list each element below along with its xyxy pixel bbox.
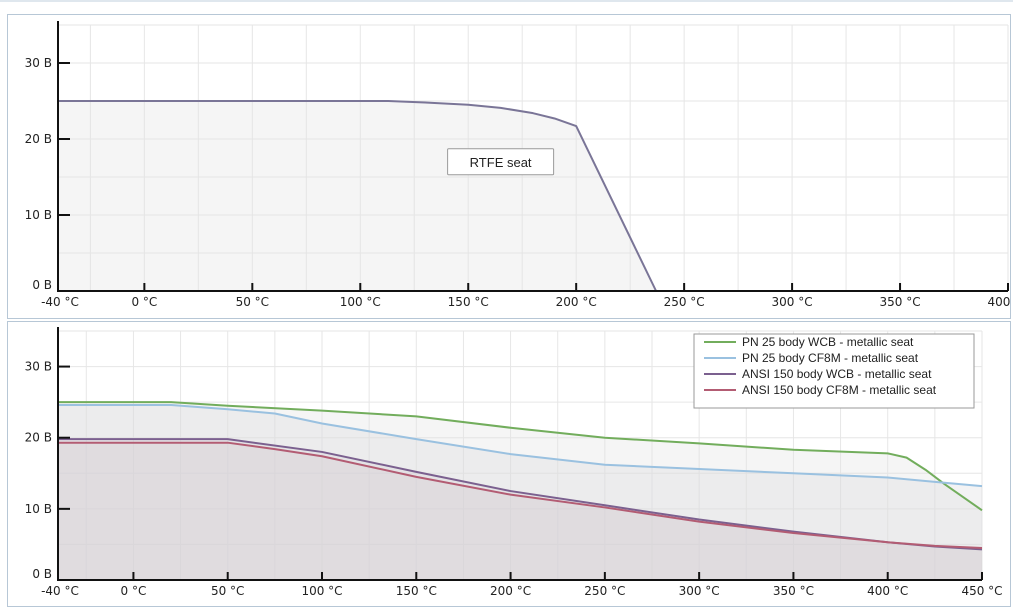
chart1-annotation-box [447,148,555,176]
chart2-legend-label: PN 25 body WCB - metallic seat [742,335,914,349]
chart2-x-tick-label: 200 °C [490,584,531,598]
chart1-annotation-label: RTFE seat [470,155,532,170]
metallic-seat-chart: 0 B 10 B 20 B 30 B -40 °C 0 °C 50 °C 100 °C 150 … [25,327,1003,598]
chart2-x-tick-label: -40 °C [41,584,79,598]
chart2-series-area-3 [58,439,982,580]
chart1-y-tick-label: 30 B [25,56,52,70]
chart2-x-tick-label: 150 °C [396,584,437,598]
chart2-x-tick-label: 400 °C [867,584,908,598]
chart-panel-rtfe: 0 B 10 B 20 B 30 B -40 °C 0 °C 50 °C 100 °C 150 … [7,14,1011,319]
chart1-series-line-1 [58,100,657,292]
chart1-x-tick-label: -40 °C [41,295,79,309]
chart2-x-tick-label: 450 °C [961,584,1002,598]
chart2-legend: PN 25 body WCB - metallic seat PN 25 body… [693,333,975,409]
chart1-x-tick-label: 150 °C [448,295,489,309]
chart1-annotation: RTFE seat [447,148,555,176]
chart2-legend-box [693,333,975,409]
chart2-y-tick-label: 30 B [25,360,52,374]
chart1-x-tick-label: 400 °C [987,295,1010,309]
chart-panel-metallic: 0 B 10 B 20 B 30 B -40 °C 0 °C 50 °C 100 °C 150 … [7,321,1011,607]
chart2-series-area-4 [58,442,982,580]
chart2-legend-label: ANSI 150 body WCB - metallic seat [742,367,932,381]
chart1-x-tick-label: 0 °C [131,295,157,309]
chart1-x-tick-label: 100 °C [340,295,381,309]
chart2-series-line-1 [58,401,983,512]
chart1-x-tick-label: 350 °C [879,295,920,309]
chart2-x-tick-label: 250 °C [584,584,625,598]
top-divider [0,0,1013,2]
chart1-y-tick-label: 10 B [25,208,52,222]
chart2-x-tick-label: 350 °C [773,584,814,598]
chart2-x-tick-label: 0 °C [121,584,147,598]
chart2-y-tick-label: 0 B [32,567,52,581]
chart2-x-tick-label: 100 °C [301,584,342,598]
chart2-y-tick-label: 10 B [25,502,52,516]
rtfe-seat-chart: 0 B 10 B 20 B 30 B -40 °C 0 °C 50 °C 100 °C 150 … [25,21,1010,309]
chart2-series-line-2 [58,403,983,488]
chart2-legend-label: PN 25 body CF8M - metallic seat [742,351,919,365]
chart1-series-area-1 [58,101,657,291]
chart2-y-tick-label: 20 B [25,431,52,445]
chart1-y-tick-label: 20 B [25,132,52,146]
chart1-x-tick-label: 300 °C [772,295,813,309]
chart2-x-tick-label: 300 °C [679,584,720,598]
chart1-x-tick-label: 250 °C [664,295,705,309]
chart2-series-line-4 [58,441,983,549]
chart2-legend-label: ANSI 150 body CF8M - metallic seat [742,383,937,397]
chart1-x-tick-label: 50 °C [236,295,269,309]
chart1-x-tick-label: 200 °C [556,295,597,309]
chart2-x-tick-label: 50 °C [211,584,244,598]
chart1-y-tick-label: 0 B [32,278,52,292]
